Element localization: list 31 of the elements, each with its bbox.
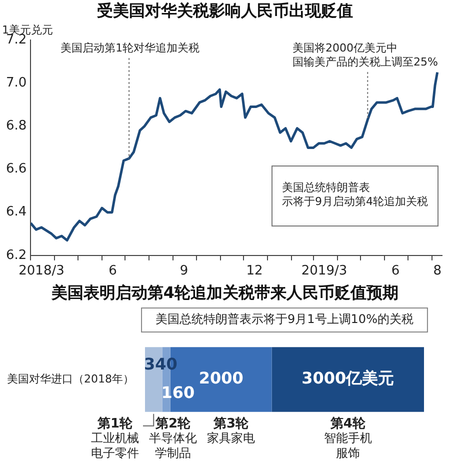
y-tick-label: 6.8	[6, 118, 27, 134]
y-tick-label: 6.2	[6, 248, 27, 263]
series-label: 第3轮	[212, 416, 250, 432]
annotation: 美国启动第1轮对华追加关税	[60, 41, 200, 54]
data-label: 2000	[198, 368, 244, 388]
data-label: 160	[161, 383, 195, 402]
chart-title: 受美国对华关税影响人民币出现贬值	[96, 0, 354, 22]
chart-title: 美国表明启动第4轮追加关税带来人民币贬值预期	[50, 282, 400, 304]
series-label: 第4轮	[329, 416, 366, 432]
annotation: 美国总统特朗普表示将于9月启动第4轮追加关税	[282, 181, 428, 208]
x-tick-label: 6	[391, 264, 400, 279]
y-tick-label: 7.0	[6, 75, 27, 90]
text: 家具家电	[206, 430, 255, 445]
text: 半导体化学制品	[148, 430, 197, 460]
annotation: 美国将2000亿美元中国输美产品的关税上调至25%	[292, 41, 438, 68]
x-tick-label: 12	[246, 264, 263, 279]
data-label: 3000亿美元	[302, 368, 394, 388]
bar	[272, 347, 424, 412]
x-tick-label: 2018/3	[18, 264, 64, 279]
y-tick-label: 6.6	[6, 162, 27, 177]
chart-subtitle: 美国总统特朗普表示将于9月1号上调10%的关税	[156, 312, 414, 326]
series-label: 第2轮	[154, 416, 192, 432]
text: 工业机械电子零件	[90, 430, 139, 460]
y-tick-label: 美国对华进口（2018年）	[6, 372, 134, 386]
text: 智能手机服饰	[324, 430, 372, 460]
x-tick-label: 2019/3	[301, 264, 348, 279]
x-tick-label: 6	[108, 264, 117, 279]
y-tick-label: 6.4	[6, 204, 27, 220]
x-tick-label: 9	[180, 264, 188, 279]
series-label: 第1轮	[96, 416, 134, 432]
x-tick-label: 8	[433, 264, 442, 279]
